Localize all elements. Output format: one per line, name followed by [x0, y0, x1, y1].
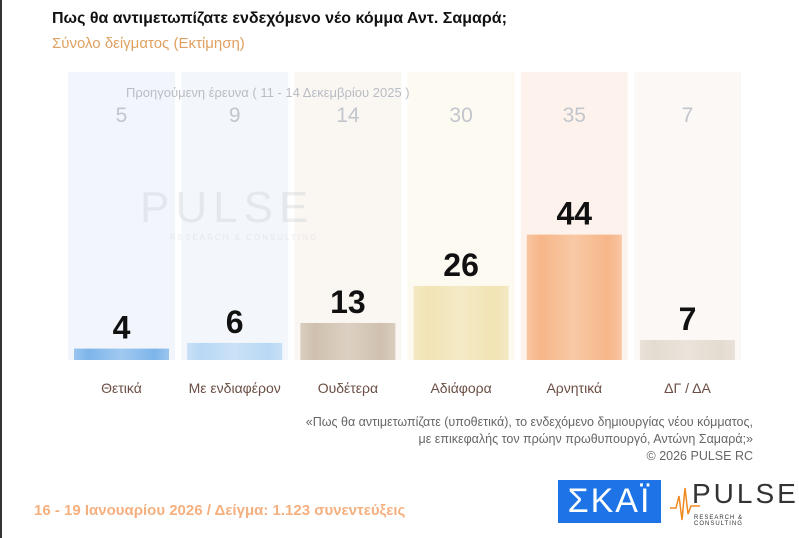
bar-chart: 4 5 Θετικά 6 9 Με ενδιαφέρον 13 14 Ουδέτερα 26 30 Α…: [68, 72, 741, 396]
previous-value-label: 30: [449, 104, 472, 127]
copyright: © 2026 PULSE RC: [646, 449, 753, 463]
category-label: Αδιάφορα: [430, 380, 491, 396]
previous-value-label: 14: [336, 104, 360, 127]
value-label: 13: [330, 284, 366, 320]
value-label: 4: [113, 310, 131, 346]
category-label: Με ενδιαφέρον: [189, 380, 281, 396]
bar: [526, 234, 622, 360]
column-background: [181, 72, 289, 360]
bar: [74, 348, 169, 360]
note-line-1: «Πως θα αντιμετωπίζατε (υποθετικά), το ε…: [305, 415, 753, 429]
column-background: [634, 72, 741, 360]
value-label: 6: [226, 304, 244, 340]
pulse-logo: PULSE RESEARCH & CONSULTING: [670, 478, 796, 527]
category-label: Θετικά: [101, 380, 142, 396]
previous-value-label: 7: [682, 104, 694, 127]
bar: [640, 340, 735, 360]
previous-value-label: 5: [116, 104, 128, 127]
value-label: 7: [679, 301, 697, 337]
category-label: ΔΓ / ΔΑ: [664, 380, 711, 396]
previous-value-label: 35: [563, 104, 586, 127]
category-label: Ουδέτερα: [318, 380, 378, 396]
bar: [187, 342, 283, 360]
previous-survey-label: Προηγούμενη έρευνα ( 11 - 14 Δεκεμβρίου …: [126, 85, 410, 100]
chart-subtitle: Σύνολο δείγματος (Εκτίμηση): [52, 35, 245, 52]
bar: [413, 285, 509, 360]
pulse-watermark: PULSE RESEARCH & CONSULTING: [140, 183, 319, 242]
skai-logo: ΣΚΑΪ: [558, 480, 661, 523]
footer-sample-info: 16 - 19 Ιανουαρίου 2026 / Δείγμα: 1.123 …: [34, 502, 406, 519]
value-label: 26: [443, 247, 479, 283]
question-note: «Πως θα αντιμετωπίζατε (υποθετικά), το ε…: [306, 414, 753, 465]
column-background: [294, 72, 402, 360]
bar: [300, 322, 396, 360]
value-label: 44: [557, 196, 593, 232]
chart-title: Πως θα αντιμετωπίζατε ενδεχόμενο νέο κόμ…: [52, 10, 507, 27]
previous-value-label: 9: [229, 104, 241, 127]
category-label: Αρνητικά: [546, 380, 602, 396]
column-background: [68, 72, 175, 360]
note-line-2: με επικεφαλής τον πρώην πρωθυπουργό, Αντ…: [418, 432, 753, 446]
